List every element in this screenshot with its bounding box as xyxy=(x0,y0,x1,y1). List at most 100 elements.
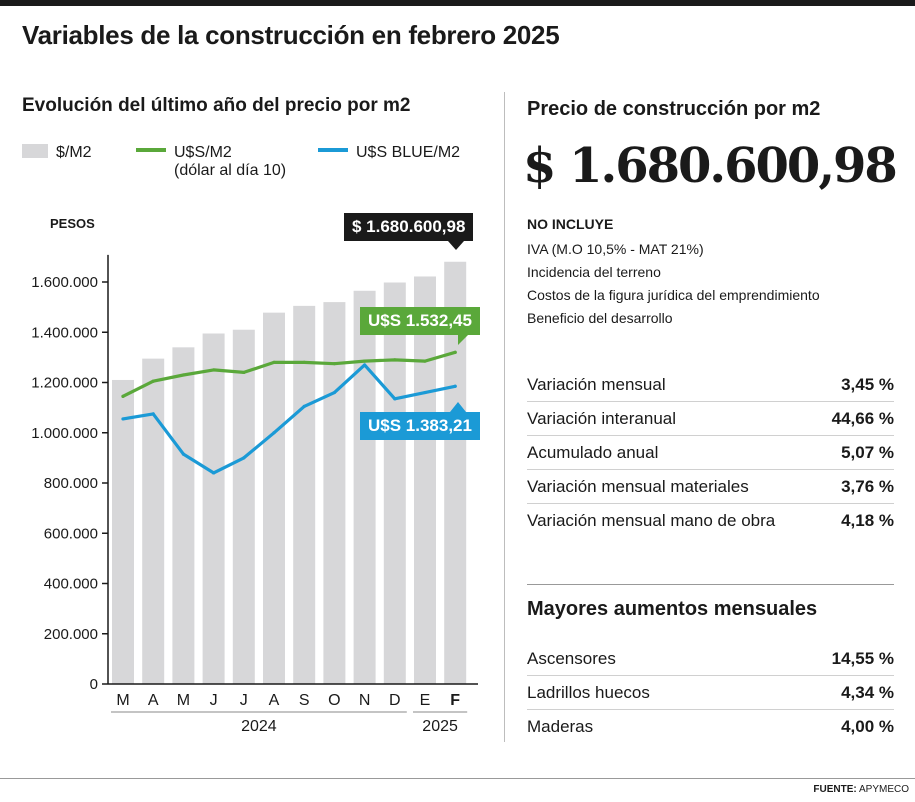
stat-value: 3,45 % xyxy=(841,374,894,394)
chart-legend: $/M2 U$S/M2 (dólar al día 10) U$S BLUE/M… xyxy=(22,144,502,190)
bar-a-1 xyxy=(142,358,165,684)
increases-table: Ascensores 14,55 % Ladrillos huecos 4,34 %… xyxy=(527,642,894,743)
legend-line1-label: U$S/M2 xyxy=(174,144,232,161)
x-tick-label: A xyxy=(148,692,159,709)
increase-label: Maderas xyxy=(527,716,594,736)
x-tick-label: J xyxy=(210,692,218,709)
callout-bars: $ 1.680.600,98 xyxy=(344,213,474,250)
series-1-point xyxy=(181,373,185,377)
x-tick-label: F xyxy=(450,692,460,709)
excludes-item: Costos de la figura jurídica del emprend… xyxy=(527,287,820,303)
stat-value: 4,18 % xyxy=(841,510,894,530)
y-tick-label: 1.600.000 xyxy=(31,274,98,291)
series-2-point xyxy=(121,417,125,421)
price-title: Precio de construcción por m2 xyxy=(527,98,821,120)
increase-value: 4,00 % xyxy=(841,716,894,736)
source-credit: FUENTE: APYMECO xyxy=(813,784,909,795)
bar-m-2 xyxy=(172,347,195,684)
legend-bars-label: $/M2 xyxy=(56,144,92,161)
increase-row: Ladrillos huecos 4,34 % xyxy=(527,676,894,710)
callout-line1-text: U$S 1.532,45 xyxy=(368,311,472,330)
callout-bars-text: $ 1.680.600,98 xyxy=(352,217,466,236)
series-1-point xyxy=(363,359,367,363)
legend-bars: $/M2 xyxy=(22,144,92,162)
source-value: APYMECO xyxy=(858,784,909,795)
x-tick-label: D xyxy=(389,692,401,709)
increase-label: Ascensores xyxy=(527,648,616,668)
y-tick-label: 1.400.000 xyxy=(31,324,98,341)
excludes-item: IVA (M.O 10,5% - MAT 21%) xyxy=(527,241,704,257)
series-1-point xyxy=(393,358,397,362)
legend-line1: U$S/M2 (dólar al día 10) xyxy=(136,144,286,180)
x-tick-label: M xyxy=(177,692,190,709)
series-2-point xyxy=(181,452,185,456)
x-tick-label: O xyxy=(328,692,340,709)
stat-value: 3,76 % xyxy=(841,476,894,496)
increase-value: 4,34 % xyxy=(841,682,894,702)
y-tick-label: 400.000 xyxy=(44,576,98,593)
series-2-point xyxy=(302,404,306,408)
y-tick-label: 600.000 xyxy=(44,525,98,542)
increase-row: Maderas 4,00 % xyxy=(527,710,894,743)
column-divider xyxy=(504,92,505,742)
series-2-point xyxy=(423,390,427,395)
stat-value: 5,07 % xyxy=(841,442,894,462)
increase-row: Ascensores 14,55 % xyxy=(527,642,894,676)
x-tick-label: S xyxy=(299,692,310,709)
increase-value: 14,55 % xyxy=(831,648,894,668)
chart-title: Evolución del último año del precio por … xyxy=(22,95,411,116)
footer-rule xyxy=(0,778,915,779)
legend-line1-swatch xyxy=(136,148,166,152)
bar-j-3 xyxy=(202,333,225,684)
callout-line2: U$S 1.383,21 xyxy=(360,402,480,440)
legend-line2: U$S BLUE/M2 xyxy=(318,144,460,162)
y-tick-label: 1.200.000 xyxy=(31,375,98,392)
page-title: Variables de la construcción en febrero … xyxy=(22,20,560,50)
bar-j-4 xyxy=(232,329,255,684)
series-2-point xyxy=(242,456,246,460)
stat-label: Variación interanual xyxy=(527,408,676,428)
series-1-point xyxy=(332,362,336,366)
series-1-point xyxy=(272,360,276,364)
excludes-heading: NO INCLUYE xyxy=(527,216,614,232)
series-line-1 xyxy=(121,350,457,398)
series-2-point xyxy=(453,384,457,388)
x-tick-label: E xyxy=(420,692,431,709)
bar-m-0 xyxy=(112,379,134,684)
increase-label: Ladrillos huecos xyxy=(527,682,650,702)
series-1-point xyxy=(423,359,427,363)
stat-row: Variación mensual 3,45 % xyxy=(527,368,894,402)
series-1-point xyxy=(121,394,125,398)
legend-line2-label: U$S BLUE/M2 xyxy=(356,144,461,161)
x-tick-label: J xyxy=(240,692,248,709)
stats-table: Variación mensual 3,45 % Variación intera… xyxy=(527,368,894,537)
price-value: $ 1.680.600,98 xyxy=(523,138,898,194)
series-1-point xyxy=(453,350,457,354)
top-rule xyxy=(0,0,915,6)
x-tick-label: N xyxy=(359,692,371,709)
price-chart: 0 200.000 400.000 600.000 800.000 1.000.000 1.… xyxy=(31,254,478,735)
bar-f-11 xyxy=(444,261,467,684)
bar-a-5 xyxy=(263,312,285,684)
y-tick-label: 0 xyxy=(90,676,98,693)
x-tick-label: A xyxy=(269,692,280,709)
series-2-point xyxy=(151,412,155,416)
excludes-item: Beneficio del desarrollo xyxy=(527,310,673,326)
section-divider xyxy=(527,584,894,585)
stat-row: Acumulado anual 5,07 % xyxy=(527,436,894,470)
stat-row: Variación interanual 44,66 % xyxy=(527,402,894,436)
callout-line1: U$S 1.532,45 xyxy=(360,307,480,345)
series-1-point xyxy=(212,368,216,372)
stat-label: Variación mensual materiales xyxy=(527,476,749,496)
series-1-point xyxy=(242,370,246,375)
y-tick-label: 1.000.000 xyxy=(31,425,98,442)
excludes-item: Incidencia del terreno xyxy=(527,264,661,280)
source-label: FUENTE: xyxy=(813,784,857,795)
bar-e-10 xyxy=(414,276,436,684)
callout-line2-text: U$S 1.383,21 xyxy=(368,416,472,435)
y-tick-label: 800.000 xyxy=(44,475,98,492)
year-group-label: 2025 xyxy=(422,718,458,735)
callout-line1-pointer xyxy=(458,335,468,345)
legend-line1-sublabel: (dólar al día 10) xyxy=(174,162,287,179)
legend-line2-swatch xyxy=(318,148,348,152)
